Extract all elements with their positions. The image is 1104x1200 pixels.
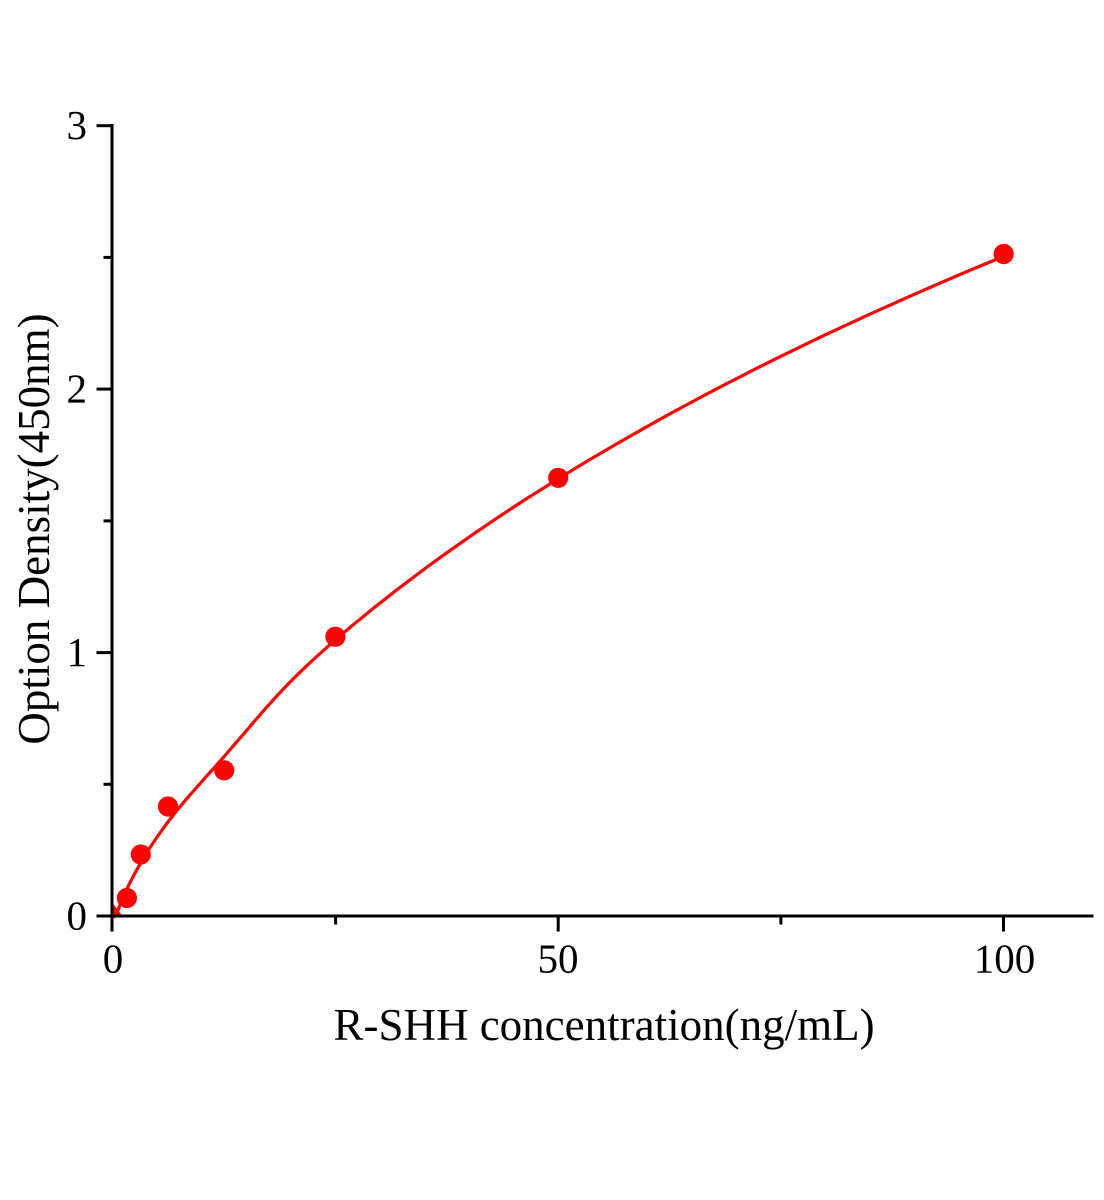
svg-text:50: 50 <box>538 935 579 981</box>
svg-text:R-SHH concentration(ng/mL): R-SHH concentration(ng/mL) <box>333 1000 874 1050</box>
svg-text:0: 0 <box>67 892 88 938</box>
svg-text:0: 0 <box>103 935 124 981</box>
svg-text:2: 2 <box>67 365 88 411</box>
svg-text:3: 3 <box>67 102 88 148</box>
svg-text:Option Density(450nm): Option Density(450nm) <box>9 313 59 744</box>
svg-text:1: 1 <box>67 629 88 675</box>
svg-text:100: 100 <box>974 935 1036 981</box>
